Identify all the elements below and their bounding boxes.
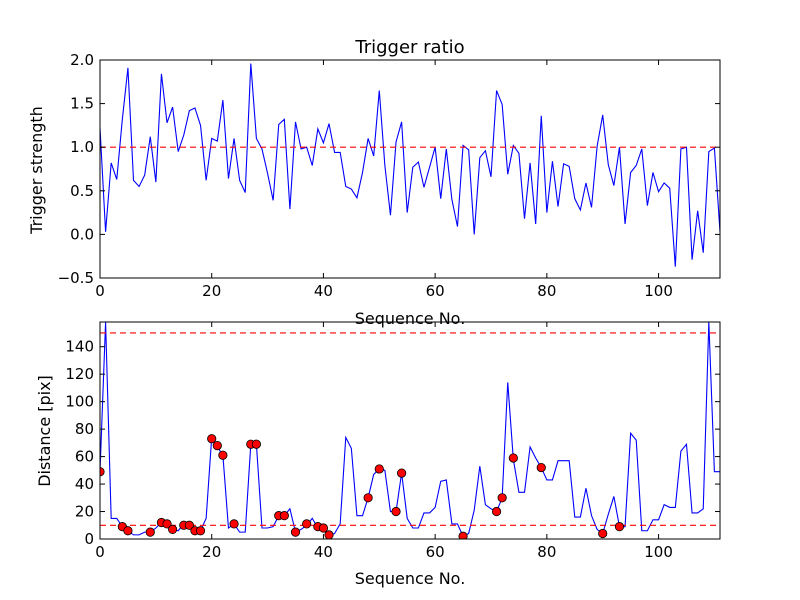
x-tick-label: 20 [202, 543, 221, 561]
bottom-axes-frame [99, 321, 721, 540]
marker-point [123, 526, 133, 536]
y-tick-label: −0.5 [58, 269, 94, 287]
x-tick-label: 0 [95, 543, 105, 561]
marker-point [251, 439, 261, 449]
x-tick-label: 40 [314, 282, 333, 300]
trigger-ratio-chart: Trigger ratio 0 20 40 60 80 100 −0.5 0.0 0.5 1.0 1… [27, 37, 721, 328]
marker-point [491, 506, 502, 517]
marker-point [363, 493, 373, 503]
y-tick-label: 40 [75, 475, 94, 493]
top-y-axis-label: Trigger strength [27, 106, 46, 235]
bottom-x-axis-label: Sequence No. [355, 569, 466, 588]
marker-point [195, 526, 206, 536]
marker-point [212, 441, 222, 451]
marker-point [218, 450, 228, 460]
top-axes-frame [99, 59, 721, 279]
bottom-axis-ticks: 0 20 40 60 80 100 0 20 40 60 80 100 120 140 [65, 322, 720, 561]
marker-point [168, 524, 178, 534]
x-tick-label: 60 [426, 282, 445, 300]
marker-point [391, 506, 401, 517]
marker-point [184, 520, 194, 530]
marker-point [508, 453, 518, 463]
marker-point [536, 462, 546, 473]
x-tick-label: 80 [537, 282, 556, 300]
y-tick-label: 20 [75, 503, 94, 521]
y-tick-label: 0.5 [70, 182, 94, 200]
marker-point [497, 493, 507, 503]
x-tick-label: 0 [95, 282, 105, 300]
marker-point [374, 464, 384, 474]
bottom-y-axis-label: Distance [pix] [35, 375, 54, 487]
x-tick-label: 20 [202, 282, 221, 300]
marker-point [207, 434, 217, 444]
trigger-ratio-marks [100, 63, 720, 267]
marker-point [397, 468, 407, 478]
x-tick-label: 100 [644, 282, 673, 300]
series-line-0 [100, 322, 720, 537]
y-tick-label: 1.5 [70, 95, 94, 113]
series-line-0 [100, 63, 720, 267]
marker-point [162, 519, 172, 529]
top-x-axis-label: Sequence No. [355, 309, 466, 328]
x-tick-label: 80 [537, 543, 556, 561]
distance-chart: 0 20 40 60 80 100 0 20 40 60 80 100 120 140 Sequence … [35, 321, 721, 588]
y-tick-label: 1.0 [70, 138, 94, 156]
marker-point [614, 522, 625, 532]
marker-point [324, 530, 334, 539]
marker-point [290, 527, 301, 537]
marker-point [302, 519, 312, 529]
top-axis-ticks: 0 20 40 60 80 100 −0.5 0.0 0.5 1.0 1.5 2.0 [58, 51, 720, 300]
y-tick-label: 60 [75, 448, 94, 466]
marker-point [145, 527, 155, 537]
marker-point [318, 523, 329, 533]
marker-point [598, 528, 608, 539]
x-tick-label: 40 [314, 543, 333, 561]
y-tick-label: 0 [84, 530, 94, 548]
y-tick-label: 100 [65, 393, 94, 411]
marker-point [279, 511, 289, 521]
x-tick-label: 60 [426, 543, 445, 561]
y-tick-label: 80 [75, 420, 94, 438]
marker-point [229, 519, 239, 529]
y-tick-label: 0.0 [70, 225, 94, 243]
x-tick-label: 100 [644, 543, 673, 561]
y-tick-label: 140 [65, 338, 94, 356]
y-tick-label: 120 [65, 365, 94, 383]
distance-marks [100, 322, 720, 539]
marker-point [458, 531, 468, 539]
y-tick-label: 2.0 [70, 51, 94, 69]
chart-title: Trigger ratio [354, 37, 464, 58]
